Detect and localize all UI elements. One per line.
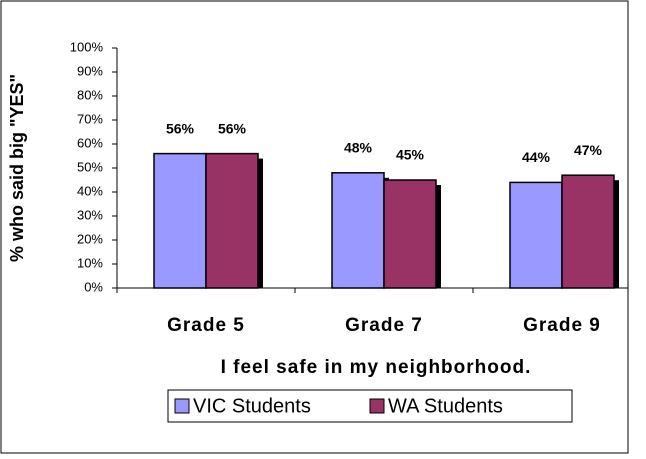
- value-label: 44%: [522, 149, 551, 165]
- x-tick-label: Grade 7: [345, 315, 423, 336]
- y-tick-label: 70%: [77, 111, 103, 126]
- bar: [331, 172, 385, 289]
- value-label: 47%: [574, 142, 603, 158]
- bar: [153, 152, 207, 289]
- legend-swatch: [174, 398, 190, 414]
- y-tick-label: 90%: [77, 63, 103, 78]
- y-tick-label: 20%: [77, 231, 103, 246]
- y-tick-label: 40%: [77, 183, 103, 198]
- value-label: 56%: [166, 120, 195, 136]
- value-label: 45%: [396, 147, 425, 163]
- bar: [561, 174, 615, 289]
- x-tick-label: Grade 5: [167, 315, 245, 336]
- bar: [205, 152, 259, 289]
- legend-label: WA Students: [388, 395, 503, 417]
- y-tick-label: 60%: [77, 135, 103, 150]
- value-label: 56%: [218, 120, 247, 136]
- bar: [383, 179, 437, 289]
- y-tick-label: 100%: [70, 39, 104, 54]
- y-tick-label: 10%: [77, 255, 103, 270]
- bar: [509, 181, 563, 289]
- y-axis-label: % who said big "YES": [7, 74, 27, 262]
- value-label: 48%: [344, 140, 373, 156]
- y-tick-label: 50%: [77, 159, 103, 174]
- y-tick-label: 30%: [77, 207, 103, 222]
- legend-swatch: [369, 398, 385, 414]
- x-tick-label: Grade 9: [523, 315, 601, 336]
- legend-label: VIC Students: [193, 395, 311, 417]
- x-axis-label: I feel safe in my neighborhood.: [221, 357, 532, 378]
- y-tick-label: 80%: [77, 87, 103, 102]
- y-tick-label: 0%: [84, 279, 103, 294]
